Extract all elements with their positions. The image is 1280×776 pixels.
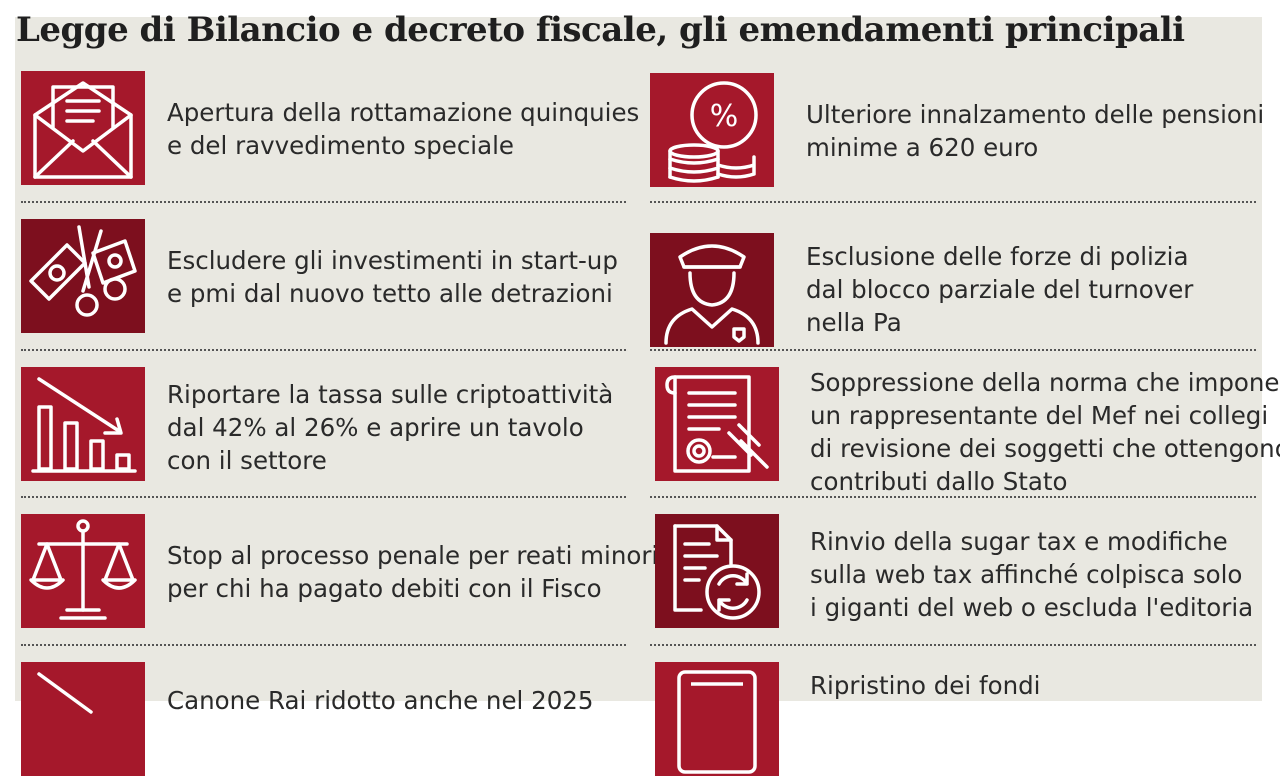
scales-of-justice-icon [21, 514, 145, 628]
item-text-line: contributi dallo Stato [810, 467, 1068, 496]
item-text-line: Ripristino dei fondi [810, 671, 1041, 700]
infographic-panel [15, 17, 1262, 701]
item-text-line: Ulteriore innalzamento delle pensioni [806, 100, 1265, 129]
divider [21, 644, 626, 646]
item-text-line: e del ravvedimento speciale [167, 131, 515, 160]
item-text-line: Apertura della rottamazione quinquies [167, 98, 640, 127]
tablet-icon [655, 662, 779, 776]
item-text-line: di revisione dei soggetti che ottengono [810, 434, 1280, 463]
divider [650, 201, 1256, 203]
envelope-document-icon [21, 71, 145, 185]
item-text-line: e pmi dal nuovo tetto alle detrazioni [167, 279, 613, 308]
item-text-line: sulla web tax affinché colpisca solo [810, 560, 1243, 589]
divider [650, 349, 1256, 351]
item-text-line: Escludere gli investimenti in start-up [167, 246, 618, 275]
coins-percent-icon: % [650, 73, 774, 187]
divider [21, 349, 626, 351]
item-text-line: con il settore [167, 446, 327, 475]
item-text-line: dal blocco parziale del turnover [806, 275, 1194, 304]
item-text-line: Stop al processo penale per reati minori [167, 541, 659, 570]
item-text-line: minime a 620 euro [806, 133, 1039, 162]
divider [21, 496, 626, 498]
declining-arrow-icon [21, 662, 145, 776]
scissors-banknotes-icon [21, 219, 145, 333]
item-text-line: Riportare la tassa sulle criptoattività [167, 380, 614, 409]
item-text-line: nella Pa [806, 308, 902, 337]
item-text-line: Rinvio della sugar tax e modifiche [810, 527, 1228, 556]
item-text-line: dal 42% al 26% e aprire un tavolo [167, 413, 584, 442]
svg-text:%: % [710, 99, 739, 134]
item-text-line: un rappresentante del Mef nei collegi [810, 401, 1269, 430]
law-scroll-gavel-icon [655, 367, 779, 481]
item-text-line: Soppressione della norma che impone [810, 368, 1280, 397]
item-text-line: Esclusione delle forze di polizia [806, 242, 1189, 271]
declining-chart-icon [21, 367, 145, 481]
divider [650, 496, 1256, 498]
divider [21, 201, 626, 203]
divider [650, 644, 1256, 646]
page-title: Legge di Bilancio e decreto fiscale, gli… [16, 10, 1185, 50]
document-refresh-icon [655, 514, 779, 628]
police-officer-icon [650, 233, 774, 347]
item-text-line: i giganti del web o escluda l'editoria [810, 593, 1254, 622]
item-text-line: per chi ha pagato debiti con il Fisco [167, 574, 602, 603]
